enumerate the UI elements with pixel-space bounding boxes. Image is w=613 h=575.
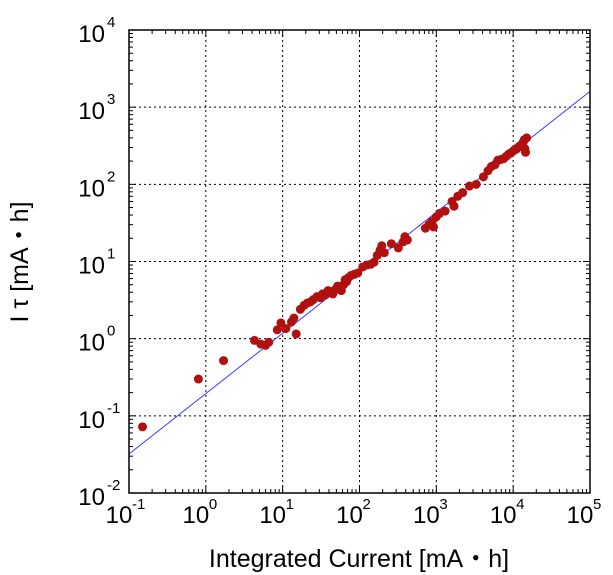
x-tick-exponent: -1 xyxy=(132,496,145,513)
y-tick-label: 10 1 xyxy=(78,246,115,280)
data-point xyxy=(377,241,387,251)
x-tick-base: 10 xyxy=(336,502,363,529)
y-tick-base: 10 xyxy=(78,253,105,280)
x-tick-base: 10 xyxy=(259,502,286,529)
x-tick-exponent: 0 xyxy=(209,496,217,513)
data-point xyxy=(353,268,363,278)
x-tick-exponent: 2 xyxy=(363,496,371,513)
data-point xyxy=(402,235,412,245)
y-tick-base: 10 xyxy=(78,330,105,357)
data-point xyxy=(281,324,291,334)
y-tick-base: 10 xyxy=(78,484,105,511)
x-tick-exponent: 3 xyxy=(439,496,447,513)
data-point xyxy=(440,206,450,216)
y-tick-exponent: 4 xyxy=(107,14,115,31)
data-point xyxy=(272,325,282,335)
data-point xyxy=(369,257,379,267)
data-point xyxy=(458,188,468,198)
y-tick-base: 10 xyxy=(78,98,105,125)
y-tick-exponent: -2 xyxy=(107,477,120,494)
data-point xyxy=(264,337,274,347)
data-point xyxy=(193,374,203,384)
data-point xyxy=(449,201,459,211)
x-tick-label: 10 3 xyxy=(413,496,448,529)
data-point xyxy=(379,248,389,258)
data-point xyxy=(393,243,403,253)
y-tick-base: 10 xyxy=(78,175,105,202)
y-tick-exponent: 1 xyxy=(107,246,115,263)
x-tick-label: 10 5 xyxy=(567,496,602,529)
y-tick-label: 10 -1 xyxy=(78,400,120,434)
grid xyxy=(129,30,590,493)
data-point xyxy=(386,239,396,249)
data-point xyxy=(521,147,531,157)
data-point xyxy=(471,179,481,189)
x-tick-exponent: 4 xyxy=(516,496,524,513)
x-tick-base: 10 xyxy=(106,502,133,529)
data-point xyxy=(219,356,229,366)
x-tick-label: 10 1 xyxy=(259,496,294,529)
x-tick-base: 10 xyxy=(182,502,209,529)
data-point xyxy=(138,422,148,432)
y-tick-label: 10 2 xyxy=(78,168,115,202)
x-tick-label: 10 2 xyxy=(336,496,371,529)
y-tick-exponent: 3 xyxy=(107,91,115,108)
x-tick-exponent: 1 xyxy=(286,496,294,513)
y-tick-exponent: -1 xyxy=(107,400,120,417)
data-point xyxy=(522,133,532,143)
y-tick-label: 10 0 xyxy=(78,323,115,357)
data-point xyxy=(429,222,439,232)
y-tick-exponent: 2 xyxy=(107,168,115,185)
y-tick-base: 10 xyxy=(78,407,105,434)
y-tick-label: 10 -2 xyxy=(78,477,120,511)
x-axis-tick-labels: 10 -1 10 0 10 1 10 2 10 3 10 4 10 5 xyxy=(106,496,602,529)
y-tick-exponent: 0 xyxy=(107,323,115,340)
y-tick-label: 10 4 xyxy=(78,14,115,48)
axis-ticks xyxy=(128,29,591,494)
y-axis-title: I τ [mA・h] xyxy=(6,201,34,322)
x-tick-base: 10 xyxy=(567,502,594,529)
data-points-series xyxy=(138,133,532,432)
x-tick-base: 10 xyxy=(490,502,517,529)
x-tick-label: 10 4 xyxy=(490,496,525,529)
x-tick-base: 10 xyxy=(413,502,440,529)
x-tick-label: 10 -1 xyxy=(106,496,146,529)
y-tick-base: 10 xyxy=(78,21,105,48)
y-tick-label: 10 3 xyxy=(78,91,115,125)
x-tick-exponent: 5 xyxy=(593,496,601,513)
x-axis-title: Integrated Current [mA・h] xyxy=(209,545,509,573)
data-point xyxy=(291,329,301,339)
data-point xyxy=(289,313,299,323)
x-tick-label: 10 0 xyxy=(182,496,217,529)
